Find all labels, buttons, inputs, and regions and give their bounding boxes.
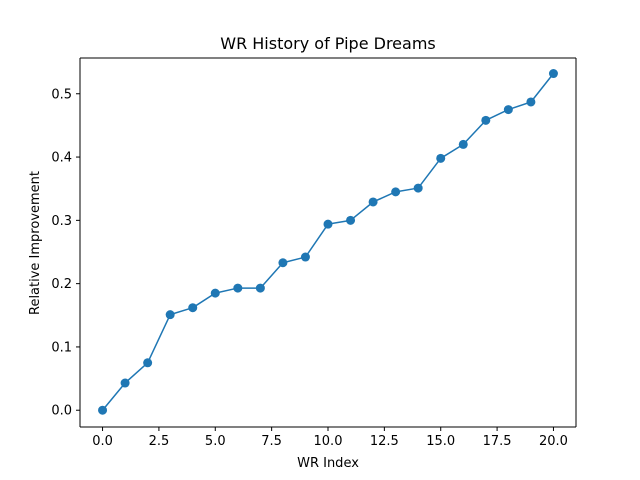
data-point [300, 252, 310, 262]
x-tick-label: 17.5 [483, 434, 512, 449]
data-point [458, 139, 468, 149]
y-tick-label: 0.3 [51, 214, 72, 229]
x-tick-label: 7.5 [261, 434, 282, 449]
data-point [210, 288, 220, 298]
x-tick-label: 10.0 [314, 434, 343, 449]
data-point [526, 97, 536, 107]
data-point [346, 215, 356, 225]
data-point [255, 283, 265, 293]
data-point [481, 115, 491, 125]
data-point [503, 105, 513, 115]
data-point [548, 69, 558, 79]
x-tick-label: 0.0 [92, 434, 113, 449]
y-axis-label: Relative Improvement [28, 171, 43, 315]
y-tick-label: 0.2 [51, 277, 72, 292]
data-point [436, 153, 446, 163]
x-tick-label: 20.0 [539, 434, 568, 449]
data-point [98, 405, 108, 415]
y-tick-label: 0.5 [51, 87, 72, 102]
data-point [188, 303, 198, 313]
data-point [391, 187, 401, 197]
plot-area: 0.0 2.5 5.0 7.5 10.0 12.5 15.0 17.5 20.0 0.0 0.1 0.… [51, 57, 577, 449]
data-point [323, 219, 333, 229]
x-axis-label: WR Index [297, 456, 359, 471]
y-tick-label: 0.1 [51, 340, 72, 355]
data-point [165, 310, 175, 320]
data-point [278, 258, 288, 268]
x-tick-label: 5.0 [205, 434, 226, 449]
data-point [413, 183, 423, 193]
chart-title: WR History of Pipe Dreams [220, 34, 435, 53]
data-point [143, 358, 153, 368]
data-point [120, 378, 130, 388]
y-tick-label: 0.4 [51, 151, 72, 166]
x-tick-label: 2.5 [149, 434, 170, 449]
y-tick-label: 0.0 [51, 404, 72, 419]
x-tick-label: 12.5 [370, 434, 399, 449]
x-tick-label: 15.0 [426, 434, 455, 449]
data-point [368, 197, 378, 207]
data-point [233, 283, 243, 293]
